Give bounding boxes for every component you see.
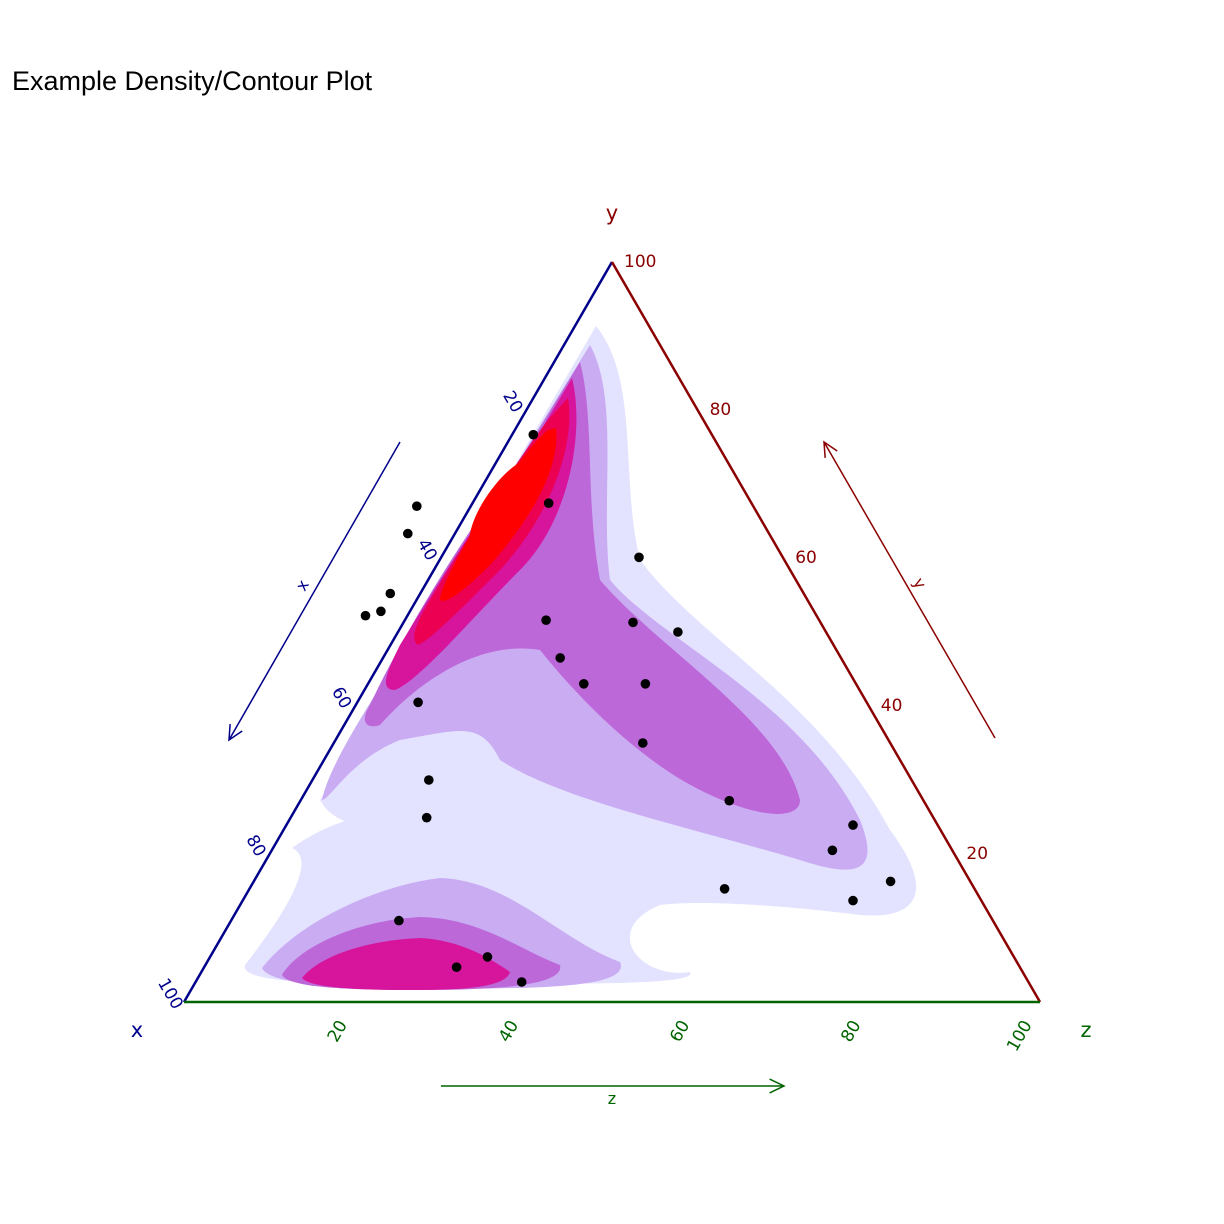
y-arrow-head: [823, 440, 838, 459]
contour-band-3: [364, 362, 800, 814]
x-tick-label: 80: [242, 832, 270, 861]
data-point: [412, 501, 422, 512]
data-point: [673, 627, 683, 637]
x-arrow-head: [228, 723, 243, 742]
z-axis-title: z: [1080, 1018, 1091, 1042]
data-point: [638, 738, 648, 748]
data-point: [634, 552, 644, 563]
x-axis-edge: [182, 261, 614, 1003]
data-point: [640, 679, 651, 689]
data-point: [394, 915, 404, 926]
data-point: [541, 615, 551, 625]
data-point: [376, 606, 386, 617]
y-tick-label: 60: [795, 548, 817, 568]
data-point: [724, 795, 735, 806]
ternary-frame: [182, 261, 1042, 1004]
data-point: [424, 775, 434, 785]
data-point: [628, 617, 638, 628]
z-tick-label: 60: [666, 1017, 694, 1046]
x-tick-label: 60: [327, 684, 355, 713]
y-tick-label: 80: [710, 400, 732, 420]
data-point: [848, 820, 858, 830]
z-tick-label: 40: [495, 1017, 523, 1046]
x-axis-title: x: [131, 1018, 143, 1042]
data-points: [360, 429, 896, 987]
axis-titles: x y z: [131, 201, 1092, 1042]
data-point: [403, 528, 413, 539]
y-arrow-label: y: [909, 574, 930, 592]
data-point: [413, 697, 423, 708]
data-point: [451, 962, 462, 972]
contour-band-10: [328, 958, 462, 988]
data-point: [885, 876, 896, 887]
x-arrow: [228, 441, 401, 741]
contour-core: [469, 458, 541, 552]
x-tick-label: 100: [153, 975, 187, 1013]
y-tick-label: 100: [624, 252, 656, 272]
chart-title: Example Density/Contour Plot: [12, 66, 373, 96]
data-point: [848, 895, 858, 906]
data-point: [516, 977, 527, 987]
y-axis-edge: [610, 261, 1042, 1003]
data-point: [543, 498, 554, 509]
x-tick-label: 20: [498, 388, 526, 417]
data-point: [579, 679, 589, 689]
density-contours: [244, 326, 917, 990]
x-arrow-label: x: [292, 576, 313, 594]
y-axis-title: y: [606, 201, 618, 225]
z-tick-label: 80: [837, 1017, 865, 1046]
data-point: [360, 610, 371, 621]
y-tick-label: 40: [881, 696, 903, 716]
data-point: [482, 952, 493, 962]
y-arrow: [823, 441, 996, 739]
data-point: [827, 845, 838, 856]
x-tick-label: 40: [413, 536, 441, 565]
data-point: [385, 588, 396, 599]
data-point: [421, 812, 432, 823]
z-tick-label: 20: [324, 1017, 352, 1046]
z-tick-label: 100: [1003, 1017, 1037, 1055]
data-point: [555, 653, 565, 663]
z-arrow-label: z: [608, 1089, 616, 1108]
z-arrow-head: [769, 1078, 786, 1094]
y-tick-label: 20: [966, 844, 988, 864]
data-point: [528, 429, 539, 440]
data-point: [719, 884, 730, 894]
